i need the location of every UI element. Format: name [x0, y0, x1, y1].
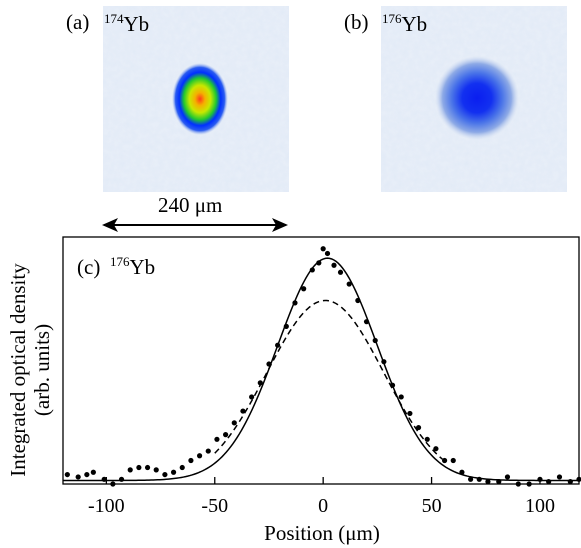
- x-axis-label: Position (μm): [264, 521, 380, 545]
- isotope-mass-a: 174: [104, 11, 124, 26]
- y-axis-title: Integrated optical density (arb. units): [6, 263, 54, 477]
- data-point: [320, 246, 326, 252]
- absorption-image-a: [103, 6, 289, 192]
- x-tick-label: 100: [525, 495, 555, 517]
- data-point: [398, 394, 404, 400]
- isotope-symbol-c: Yb: [130, 255, 156, 279]
- plot-frame: [62, 236, 580, 485]
- data-point: [75, 474, 81, 480]
- scale-arrow-left: [102, 218, 118, 232]
- data-point: [90, 469, 96, 475]
- x-tick-label: 50: [422, 495, 442, 517]
- data-point: [407, 410, 413, 417]
- data-point: [556, 474, 563, 480]
- data-point: [223, 432, 229, 438]
- isotope-label-a: 174Yb: [104, 12, 149, 35]
- data-point: [424, 436, 430, 442]
- data-point: [316, 260, 322, 266]
- x-tick-label: -100: [88, 495, 125, 517]
- isotope-mass-c: 176: [110, 254, 130, 269]
- density-profile-chart: Integrated optical density (arb. units) …: [6, 236, 581, 545]
- scale-bar-label: 240 μm: [158, 193, 223, 217]
- data-point: [153, 467, 159, 473]
- data-point: [179, 464, 185, 471]
- data-point: [504, 474, 511, 480]
- y-axis-label-line1: Integrated optical density: [6, 263, 30, 477]
- plot-area: [62, 236, 581, 487]
- data-point: [127, 467, 133, 473]
- data-point: [324, 250, 331, 257]
- fit-curve-solid: [63, 257, 579, 482]
- data-point: [84, 471, 90, 478]
- y-axis-label-line2: (arb. units): [30, 324, 54, 416]
- data-point: [144, 464, 151, 471]
- data-point: [515, 481, 521, 487]
- panel-label-b: (b): [344, 10, 369, 34]
- data-point: [301, 286, 307, 292]
- data-point: [526, 481, 532, 487]
- x-axis: -100 -50 0 50 100: [88, 477, 555, 517]
- data-point: [450, 457, 456, 464]
- data-point: [337, 269, 344, 275]
- data-point: [136, 464, 142, 471]
- data-point: [467, 476, 474, 482]
- absorption-image-b: [381, 6, 567, 192]
- data-point: [205, 448, 211, 454]
- isotope-label-c: 176Yb: [110, 254, 155, 279]
- panel-label-a: (a): [66, 10, 90, 34]
- data-point: [188, 457, 194, 464]
- x-tick-label: 0: [318, 495, 328, 517]
- data-point: [231, 420, 237, 426]
- fit-curve-dashed: [214, 299, 443, 460]
- data-point: [433, 446, 439, 452]
- data-point: [346, 281, 352, 287]
- data-point: [415, 424, 422, 431]
- data-point: [170, 469, 177, 475]
- data-point: [441, 457, 448, 464]
- scale-bar: [102, 218, 288, 232]
- data-point: [162, 471, 168, 478]
- isotope-label-b: 176Yb: [382, 12, 427, 35]
- x-tick-label: -50: [201, 495, 228, 517]
- data-point: [331, 262, 337, 268]
- isotope-symbol-b: Yb: [401, 12, 428, 36]
- scale-arrow-right: [272, 218, 288, 232]
- panel-label-c: (c): [77, 255, 100, 279]
- data-point: [64, 471, 70, 478]
- data-point: [110, 481, 116, 487]
- data-point: [214, 436, 220, 442]
- data-point: [249, 394, 255, 400]
- isotope-mass-b: 176: [382, 11, 402, 26]
- isotope-symbol-a: Yb: [123, 12, 150, 36]
- data-point: [485, 479, 491, 485]
- data-point: [196, 453, 203, 459]
